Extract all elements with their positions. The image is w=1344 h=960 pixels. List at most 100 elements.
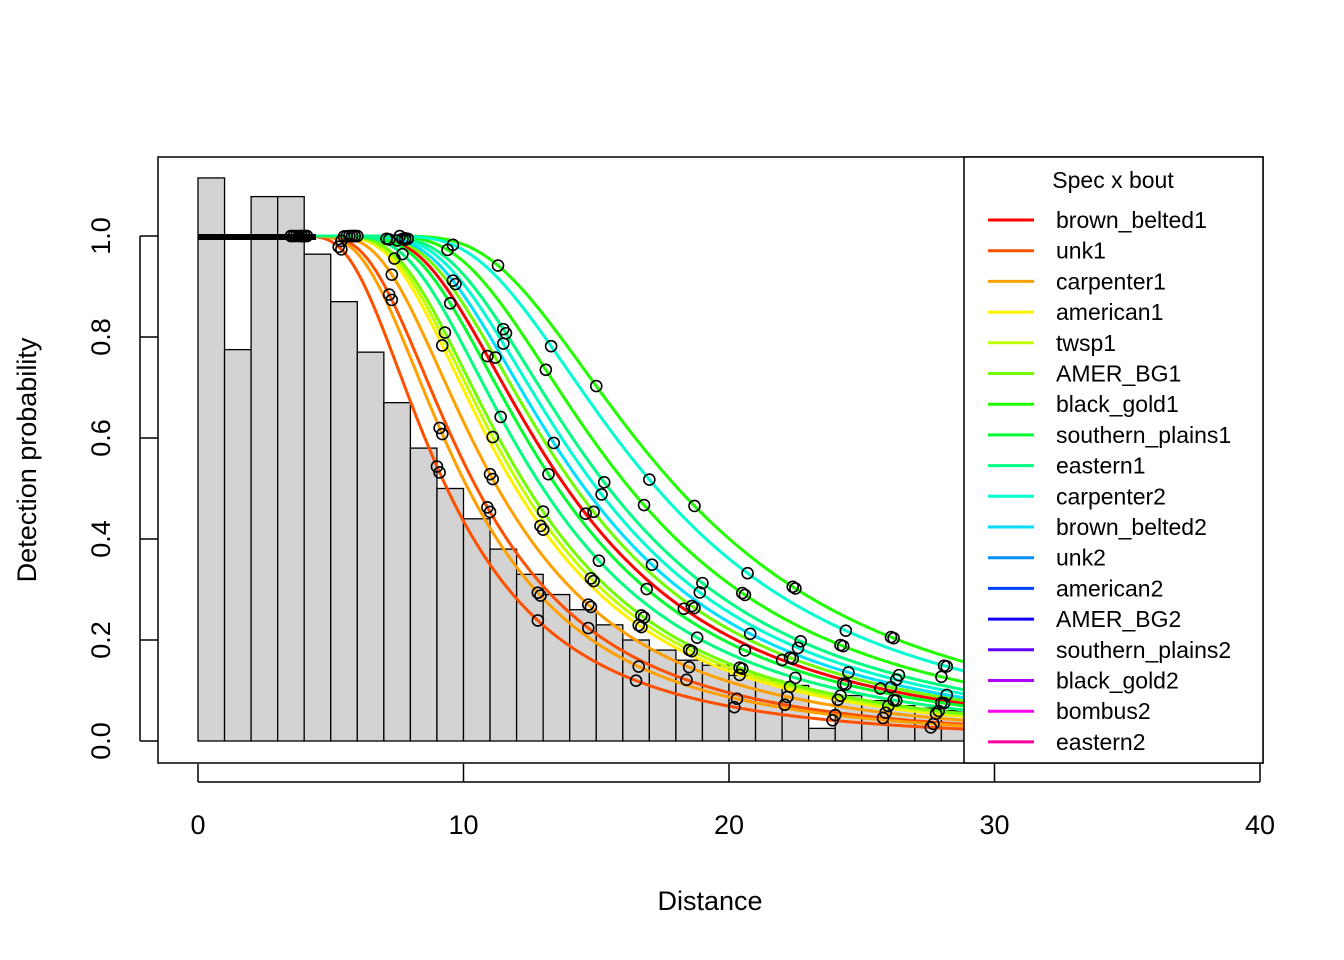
observation-point	[531, 586, 545, 600]
observation-point	[828, 708, 842, 722]
y-tick-label: 0.4	[86, 520, 116, 558]
observation-point	[688, 499, 701, 513]
observation-point	[497, 322, 510, 336]
observation-point	[887, 693, 900, 707]
histogram-bar	[436, 487, 465, 742]
histogram-bar	[303, 253, 332, 742]
x-tick-label: 30	[979, 810, 1009, 840]
observation-point	[489, 351, 502, 364]
observation-point	[396, 247, 409, 261]
legend-label: carpenter1	[1056, 268, 1166, 294]
observation-point	[836, 677, 850, 691]
observation-point	[481, 501, 494, 514]
observation-point	[733, 668, 746, 682]
observation-point	[592, 554, 606, 567]
observation-point	[879, 706, 892, 720]
observation-point	[491, 259, 505, 272]
observation-point	[539, 363, 553, 377]
observation-point	[733, 661, 746, 675]
observation-point	[789, 671, 802, 685]
observation-point	[735, 586, 749, 600]
observation-point	[446, 274, 460, 287]
observation-point	[834, 689, 847, 703]
observation-point	[884, 630, 898, 644]
histogram-bar	[409, 447, 438, 742]
legend-label: AMER_BG1	[1056, 361, 1181, 387]
observation-point	[892, 668, 906, 682]
x-tick-label: 0	[190, 810, 205, 840]
observation-point	[786, 580, 800, 594]
y-tick-label: 0.6	[86, 419, 116, 457]
observation-point	[587, 574, 600, 588]
x-axis: 0 10 20 30 40	[190, 764, 1275, 840]
observation-point	[794, 635, 807, 648]
observation-point	[783, 651, 797, 664]
observation-point	[481, 349, 494, 363]
observation-point	[696, 576, 709, 590]
y-axis-title: Detection probability	[12, 337, 42, 582]
observation-point	[690, 631, 704, 644]
observation-point	[743, 627, 757, 641]
observation-point	[544, 339, 558, 353]
observation-point	[536, 505, 550, 518]
observation-point	[430, 460, 444, 473]
observation-point	[438, 326, 452, 339]
legend-box	[963, 156, 1264, 764]
legend-label: eastern1	[1056, 453, 1146, 479]
observation-point	[842, 666, 855, 679]
observation-point	[536, 523, 550, 536]
observation-point	[924, 721, 938, 734]
observation-point	[778, 698, 792, 712]
observation-point	[581, 621, 595, 635]
observation-point	[629, 674, 643, 687]
observation-point	[637, 611, 651, 624]
observation-point	[791, 641, 805, 655]
observation-point	[738, 588, 752, 602]
histogram-bars	[197, 177, 964, 742]
observation-point	[433, 421, 446, 435]
observation-point	[738, 644, 752, 657]
y-axis: 0.0 0.2 0.4 0.6 0.8 1.0	[86, 217, 158, 760]
histogram-bar	[330, 300, 358, 742]
observation-point	[645, 558, 659, 572]
legend-title: Spec x bout	[1052, 167, 1174, 193]
x-tick-label: 20	[714, 810, 744, 840]
observation-point	[640, 582, 653, 596]
observation-point	[581, 598, 595, 611]
histogram-bar	[542, 593, 571, 742]
histogram-bar	[356, 351, 385, 742]
observation-point	[730, 692, 744, 706]
observation-point	[597, 476, 611, 489]
observation-point	[332, 240, 346, 254]
legend-label: southern_plains1	[1056, 422, 1231, 448]
observation-point	[632, 660, 646, 673]
observation-point	[929, 707, 943, 721]
legend-label: brown_belted1	[1056, 207, 1207, 233]
observation-point	[348, 229, 361, 243]
legend-label: american1	[1056, 299, 1163, 325]
histogram-bar	[515, 573, 544, 742]
observation-point	[643, 473, 656, 486]
histogram-bar	[383, 401, 412, 742]
observation-point	[839, 624, 853, 637]
observation-point	[443, 296, 457, 310]
observation-point	[693, 586, 707, 599]
y-tick-label: 0.0	[86, 722, 116, 760]
legend-label: unk2	[1056, 545, 1106, 571]
legend-label: brown_belted2	[1056, 514, 1207, 540]
legend-label: black_gold1	[1056, 391, 1179, 417]
observation-point	[637, 498, 651, 512]
observation-point	[385, 268, 399, 281]
histogram-bar	[250, 195, 279, 742]
observation-point	[446, 238, 460, 252]
observation-point	[680, 673, 693, 687]
observation-point	[595, 488, 608, 501]
y-tick-label: 1.0	[86, 217, 116, 255]
x-axis-title: Distance	[657, 886, 762, 916]
observation-point	[534, 589, 547, 602]
observation-point	[584, 572, 598, 585]
observation-point	[587, 505, 600, 519]
histogram-bar	[462, 518, 491, 742]
legend-label: black_gold2	[1056, 668, 1179, 694]
